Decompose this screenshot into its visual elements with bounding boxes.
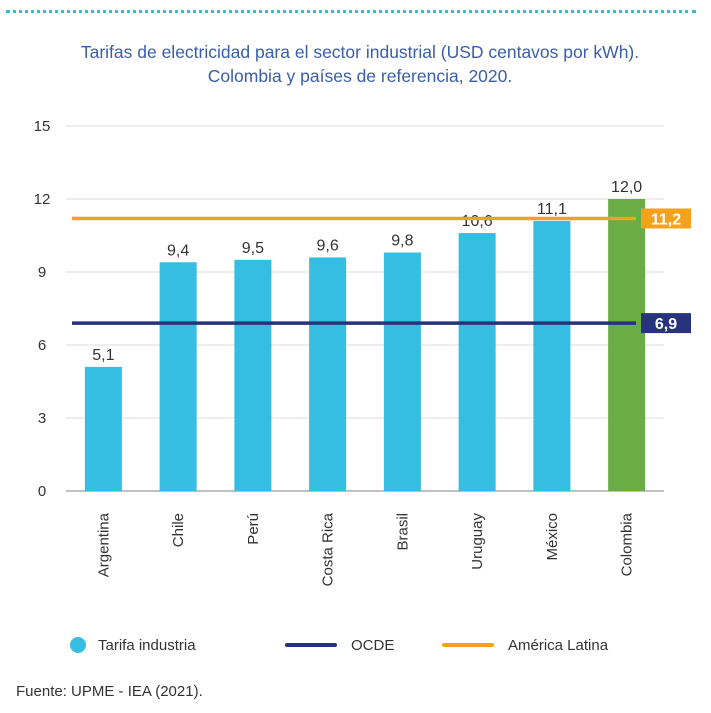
y-tick-label: 9 <box>38 264 46 281</box>
legend-swatch-tarifa <box>70 637 86 653</box>
bar-value-label: 10,6 <box>462 213 493 230</box>
legend-item-ocde: OCDE <box>285 634 394 656</box>
reference-tag <box>641 313 691 334</box>
reference-tag <box>641 208 691 229</box>
legend-label-tarifa: Tarifa industria <box>98 636 196 654</box>
x-tick-label: Brasil <box>394 513 411 551</box>
reference-value-label: 11,2 <box>651 211 681 228</box>
x-tick-label: Colombia <box>619 512 636 576</box>
bar <box>383 252 421 491</box>
bar-value-label: 9,5 <box>242 240 264 257</box>
x-tick-label: Uruguay <box>469 513 486 570</box>
legend-label-latam: América Latina <box>508 636 609 654</box>
bar <box>458 233 496 492</box>
top-dotted-rule <box>6 10 696 13</box>
bar <box>608 199 646 491</box>
bar-value-label: 9,4 <box>167 242 189 259</box>
bar <box>234 259 272 491</box>
x-tick-label: Chile <box>170 513 187 547</box>
bar <box>159 262 197 491</box>
bar <box>533 220 571 491</box>
legend-swatch-latam <box>442 643 494 647</box>
y-tick-label: 15 <box>34 118 51 135</box>
legend-item-latam: América Latina <box>442 634 608 656</box>
bar <box>309 257 347 491</box>
x-tick-label: Perú <box>245 513 262 545</box>
bar-value-label: 9,8 <box>391 233 413 250</box>
y-tick-label: 3 <box>38 410 46 427</box>
source-note: Fuente: UPME - IEA (2021). <box>16 683 203 700</box>
legend-swatch-ocde <box>285 643 337 647</box>
reference-value-label: 6,9 <box>655 316 677 333</box>
y-tick-label: 6 <box>38 337 46 354</box>
bar <box>84 366 122 491</box>
x-tick-label: Costa Rica <box>320 512 337 586</box>
x-tick-label: México <box>544 513 561 561</box>
x-tick-label: Argentina <box>95 512 112 577</box>
bar-value-label: 12,0 <box>611 179 642 196</box>
bar-value-label: 9,6 <box>317 237 339 254</box>
bar-value-label: 5,1 <box>92 347 114 364</box>
y-tick-label: 0 <box>38 483 46 500</box>
chart-title: Tarifas de electricidad para el sector i… <box>80 42 640 86</box>
legend-item-tarifa: Tarifa industria <box>70 634 196 656</box>
bar-value-label: 11,1 <box>537 201 567 218</box>
y-tick-label: 12 <box>34 191 51 208</box>
legend-label-ocde: OCDE <box>351 636 395 654</box>
